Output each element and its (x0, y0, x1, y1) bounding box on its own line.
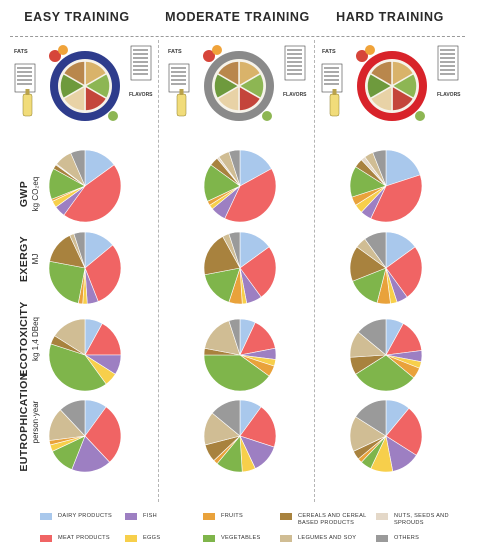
pie-slice (385, 149, 421, 187)
legend-label: LEGUMES AND SOY (298, 535, 357, 541)
pie-chart (48, 399, 122, 473)
pie-chart (48, 231, 122, 305)
column-header-easy: EASY TRAINING (24, 10, 130, 24)
plate-fats-label: FATS (168, 49, 182, 55)
column-divider-2 (314, 40, 315, 502)
pie-slice (355, 354, 415, 392)
legend-label: OTHERS (394, 535, 420, 541)
legend-swatch (203, 535, 215, 542)
column-header-moderate: MODERATE TRAINING (165, 10, 310, 24)
legend-swatch (125, 535, 137, 542)
legend-item-fruits: FRUITS (203, 513, 243, 520)
legend-swatch (376, 513, 388, 520)
pie-slice (54, 318, 86, 356)
pie-slice (48, 260, 86, 304)
pie-slice (385, 246, 423, 298)
pie-slice (59, 399, 86, 437)
pie-slice (224, 168, 277, 223)
pie-slice (203, 354, 270, 392)
pie-slice (364, 231, 387, 269)
legend-label: DAIRY PRODUCTS (58, 513, 113, 519)
pie-chart (349, 149, 423, 223)
legend-item-eggs: EGGS (125, 535, 160, 542)
pie-chart (48, 318, 122, 392)
legend-item-fish: FISH (125, 513, 157, 520)
pie-slice (372, 149, 387, 187)
pie-slice (70, 149, 86, 187)
plate-flavors-label: FLAVORS (283, 92, 307, 98)
pie-chart (349, 399, 423, 473)
pie-chart (203, 318, 277, 392)
plate-fats-label: FATS (322, 49, 336, 55)
pie-slice (84, 244, 122, 302)
legend-label: CEREALS AND CEREAL BASED PRODUCTS (298, 513, 367, 526)
plate-drawing (168, 45, 306, 121)
legend-item-meat: MEAT PRODUCTS (40, 535, 110, 542)
legend-label: EGGS (143, 535, 161, 541)
pie-slice (228, 149, 241, 187)
plate-fats-label: FATS (14, 49, 28, 55)
plate-flavors-label: FLAVORS (129, 92, 153, 98)
pie-chart (203, 399, 277, 473)
pie-chart (203, 231, 277, 305)
legend-swatch (40, 535, 52, 542)
pie-slice (211, 399, 241, 437)
legend-item-cereals: CEREALS AND CEREAL BASED PRODUCTS (280, 513, 372, 527)
legend-item-vegetables: VEGETABLES (203, 535, 261, 542)
pie-slice (370, 174, 423, 223)
plate-drawing (321, 45, 459, 121)
legend-item-nuts: NUTS, SEEDS AND SPROUDS (376, 513, 470, 527)
plate-flavors-label: FLAVORS (437, 92, 461, 98)
legend-swatch (280, 513, 292, 520)
legend-label: FRUITS (221, 513, 243, 519)
legend-swatch (125, 513, 137, 520)
pie-slice (228, 318, 241, 356)
legend-label: NUTS, SEEDS AND SPROUDS (394, 513, 449, 526)
legend-label: FISH (143, 513, 157, 519)
pie-slice (385, 407, 423, 456)
pie-slice (357, 318, 387, 356)
header-divider (10, 36, 465, 37)
pie-slice (63, 164, 122, 223)
legend: DAIRY PRODUCTS FISH FRUITS CEREALS AND C… (40, 507, 470, 545)
pie-chart (203, 149, 277, 223)
legend-swatch (203, 513, 215, 520)
pie-chart (349, 231, 423, 305)
pie-slice (355, 399, 387, 437)
pie-slice (203, 236, 241, 276)
pie-slice (228, 231, 241, 269)
pie-slice (239, 406, 277, 448)
legend-item-legumes: LEGUMES AND SOY (280, 535, 356, 542)
legend-label: MEAT PRODUCTS (58, 535, 110, 541)
legend-swatch (280, 535, 292, 542)
pie-slice (239, 246, 277, 298)
plate-illustration-easy: FATS FLAVORS (14, 44, 154, 130)
legend-item-dairy: DAIRY PRODUCTS (40, 513, 112, 520)
pie-chart (48, 149, 122, 223)
pie-slice (84, 406, 122, 463)
column-header-hard: HARD TRAINING (336, 10, 444, 24)
legend-label: VEGETABLES (221, 535, 261, 541)
column-divider-1 (158, 40, 159, 502)
legend-item-others: OTHERS (376, 535, 419, 542)
legend-swatch (376, 535, 388, 542)
pie-slice (71, 435, 111, 473)
pie-slice (48, 343, 107, 392)
plate-drawing (14, 45, 152, 121)
legend-swatch (40, 513, 52, 520)
pie-slice (73, 231, 86, 269)
pie-chart (349, 318, 423, 392)
plate-illustration-moderate: FATS FLAVORS (168, 44, 308, 130)
plate-illustration-hard: FATS FLAVORS (322, 44, 462, 130)
